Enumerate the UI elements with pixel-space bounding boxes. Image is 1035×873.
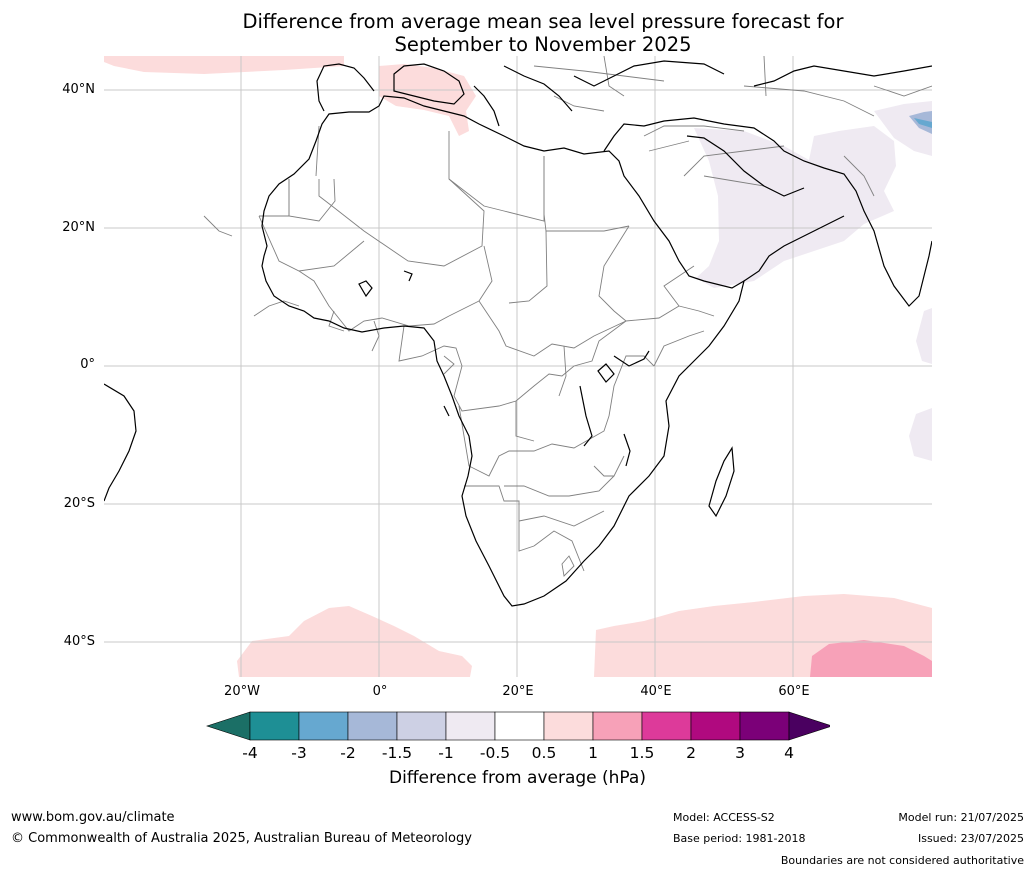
colorbar-cells (206, 711, 830, 741)
colorbar-extend-high (788, 711, 830, 741)
lon-label-60e: 60°E (778, 684, 810, 699)
lat-label-20s: 20°S (63, 496, 95, 511)
colorbar-extend-low (206, 711, 251, 741)
colorbar-tick-label: 4 (784, 744, 794, 762)
colorbar-tick-label: -2 (340, 744, 356, 762)
lon-label-40e: 40°E (640, 684, 672, 699)
model-text: Model: ACCESS-S2 (673, 811, 775, 824)
disclaimer-text: Boundaries are not considered authoritat… (780, 854, 1024, 867)
lon-label-20e: 20°E (502, 684, 534, 699)
colorbar-tick-label: 1 (588, 744, 598, 762)
lon-label-20w: 20°W (224, 684, 260, 699)
lat-label-40n: 40°N (62, 82, 95, 97)
colorbar-cell (641, 711, 692, 741)
colorbar-cell (298, 711, 349, 741)
colorbar (206, 711, 830, 741)
map-title-line2: September to November 2025 (394, 33, 692, 56)
coastlines (104, 60, 932, 607)
lat-label-40s: 40°S (63, 634, 95, 649)
website-link[interactable]: www.bom.gov.au/climate (11, 810, 175, 825)
colorbar-cell (445, 711, 496, 741)
lon-label-0: 0° (372, 684, 388, 699)
colorbar-tick-label: -1 (438, 744, 454, 762)
colorbar-tick-label: -1.5 (381, 744, 413, 762)
copyright-text: © Commonwealth of Australia 2025, Austra… (11, 831, 472, 846)
colorbar-tick-label: -4 (242, 744, 258, 762)
colorbar-cell (592, 711, 643, 741)
issued-text: Issued: 23/07/2025 (917, 832, 1024, 845)
colorbar-cell (396, 711, 447, 741)
colorbar-tick-label: -0.5 (479, 744, 511, 762)
lat-label-20n: 20°N (62, 220, 95, 235)
base-period-text: Base period: 1981-2018 (673, 832, 806, 845)
colorbar-cell (494, 711, 545, 741)
colorbar-cell (690, 711, 741, 741)
country-borders (203, 56, 932, 577)
colorbar-cell (347, 711, 398, 741)
colorbar-label: Difference from average (hPa) (389, 768, 646, 788)
colorbar-cell (543, 711, 594, 741)
model-run-text: Model run: 21/07/2025 (898, 811, 1024, 824)
lat-label-0: 0° (80, 357, 95, 372)
colorbar-cell (249, 711, 300, 741)
map-title-line1: Difference from average mean sea level p… (242, 10, 844, 33)
colorbar-tick-label: -3 (291, 744, 307, 762)
graticule (104, 56, 932, 677)
colorbar-tick-label: 0.5 (531, 744, 557, 762)
colorbar-tick-label: 2 (686, 744, 696, 762)
colorbar-cell (739, 711, 790, 741)
pressure-anomaly-map (104, 56, 932, 677)
colorbar-tick-label: 3 (735, 744, 745, 762)
colorbar-tick-label: 1.5 (629, 744, 655, 762)
